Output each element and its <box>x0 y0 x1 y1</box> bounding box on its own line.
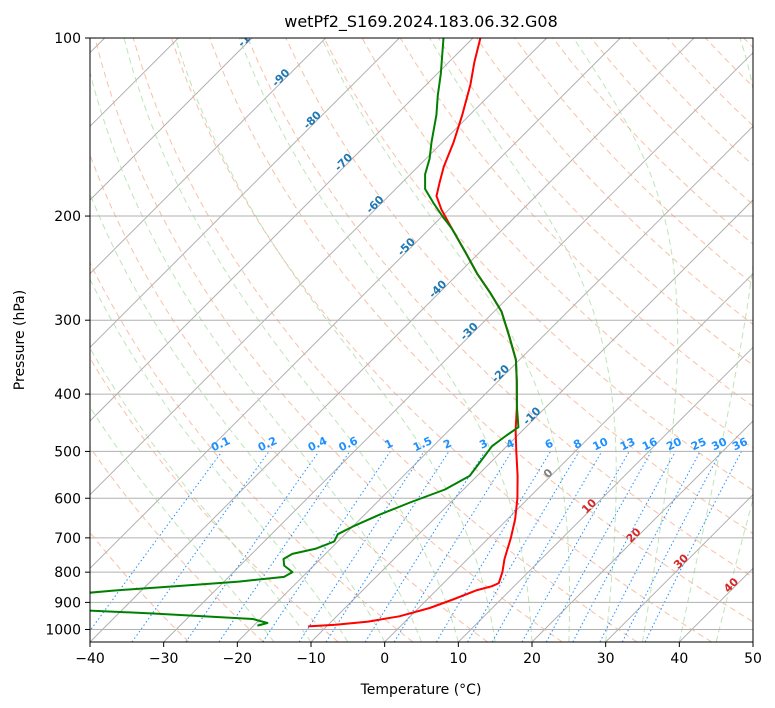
mixing-ratio-line <box>298 451 425 642</box>
isotherm-line <box>90 38 400 349</box>
dry-adiabat <box>132 38 638 642</box>
dry-adiabat <box>90 446 264 642</box>
isotherm-line <box>90 38 621 570</box>
isotherm-line <box>90 38 548 496</box>
dry-adiabat <box>209 38 753 623</box>
dry-adiabat <box>323 38 753 492</box>
dry-adiabats <box>90 38 753 642</box>
y-tick-label: 500 <box>54 444 81 460</box>
moist-adiabat <box>238 38 533 642</box>
moist-adiabat <box>123 38 459 642</box>
dry-adiabat <box>514 38 753 285</box>
mixing-ratio-line <box>262 451 391 642</box>
dry-adiabat <box>476 38 753 326</box>
moist-adiabats <box>90 38 753 642</box>
dry-adiabat <box>90 261 414 642</box>
moist-adiabat <box>90 70 422 642</box>
x-tick-label: 0 <box>380 651 389 667</box>
chart-title: wetPf2_S169.2024.183.06.32.G08 <box>284 12 558 32</box>
y-tick-label: 200 <box>54 209 81 225</box>
moist-adiabat <box>573 38 679 642</box>
y-tick-label: 100 <box>54 31 81 47</box>
moist-adiabat <box>715 497 753 642</box>
y-axis-title: Pressure (hPa) <box>12 290 28 390</box>
y-tick-label: 900 <box>54 595 81 611</box>
mixing-ratio-line <box>325 451 450 642</box>
dry-adiabat <box>247 38 753 578</box>
plot-frame <box>89 37 754 643</box>
mixing-ratio-line <box>90 451 223 632</box>
isotherm-line <box>90 38 327 275</box>
dry-adiabat <box>285 38 753 535</box>
x-tick-label: 20 <box>523 651 541 667</box>
x-axis-title: Temperature (°C) <box>360 682 482 698</box>
plot-background <box>90 38 753 642</box>
x-tick-label: 40 <box>670 651 688 667</box>
moist-adiabat <box>90 406 275 642</box>
mixing-ratio-line <box>572 451 676 642</box>
isotherm-line <box>90 38 474 422</box>
isotherm-line <box>531 420 753 642</box>
x-tick-label: 30 <box>597 651 615 667</box>
isotherm-line <box>163 51 753 642</box>
y-tick-label: 300 <box>54 313 81 329</box>
moist-adiabat <box>90 278 349 642</box>
x-tick-label: −10 <box>296 651 326 667</box>
moist-adiabat <box>90 192 386 642</box>
mixing-ratio-line <box>621 451 722 642</box>
mixing-ratio-label: 16 <box>640 435 660 453</box>
mixing-ratio-label: 30 <box>710 435 730 453</box>
mixing-ratio-line <box>521 451 630 642</box>
mixing-ratio-label: 20 <box>664 435 684 453</box>
x-tick-label: 10 <box>449 651 467 667</box>
mixing-ratio-line <box>131 451 270 642</box>
isotherm-label: -100 <box>235 21 264 50</box>
moist-adiabat <box>174 38 496 642</box>
mixing-ratio-line <box>393 451 513 642</box>
mixing-ratio-label: 13 <box>618 435 637 453</box>
isotherm-line <box>605 493 753 642</box>
x-tick-label: −30 <box>149 651 179 667</box>
x-tick-label: −20 <box>223 651 253 667</box>
isotherm-line <box>457 346 753 642</box>
moist-adiabat <box>678 38 753 642</box>
y-tick-label: 600 <box>54 491 81 507</box>
moist-adiabat <box>429 38 617 642</box>
isotherm-line <box>90 38 253 201</box>
mixing-ratio-line <box>185 451 320 642</box>
x-tick-label: 50 <box>744 651 762 667</box>
y-axis: 1000 900 800 700 600 500 400 300 200 100 <box>45 31 90 638</box>
y-tick-label: 1000 <box>45 622 81 638</box>
y-tick-label: 700 <box>54 531 81 547</box>
mixing-ratio-line <box>644 451 742 642</box>
x-tick-label: −40 <box>75 651 105 667</box>
dry-adiabat <box>90 357 339 642</box>
isotherm-line <box>236 125 753 642</box>
y-tick-label: 800 <box>54 565 81 581</box>
moist-adiabat <box>321 38 571 642</box>
isotherm-line <box>384 272 753 642</box>
mixing-ratio-line <box>545 451 652 642</box>
dry-adiabat <box>170 38 712 642</box>
y-tick-label: 400 <box>54 387 81 403</box>
mixing-ratio-label: 25 <box>689 435 708 453</box>
pressure-gridlines <box>90 38 753 630</box>
mixing-ratio-label: 36 <box>730 435 750 453</box>
dry-adiabat <box>94 38 563 642</box>
mixing-ratio-label: 10 <box>591 435 611 453</box>
x-axis: −40 −30 −20 −10 0 10 20 30 40 50 <box>75 642 762 667</box>
